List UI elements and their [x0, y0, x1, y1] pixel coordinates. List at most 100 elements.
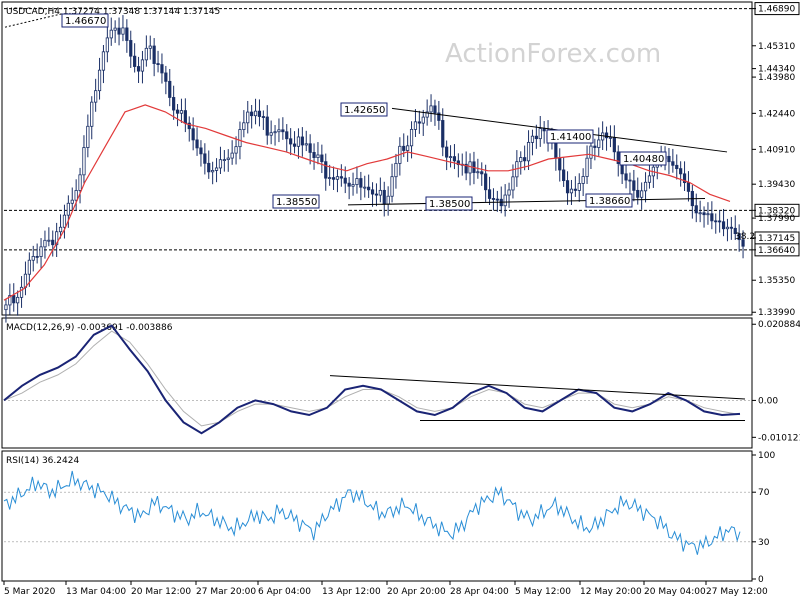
- candle-body: [558, 157, 562, 171]
- candle-body: [156, 63, 160, 66]
- candle-body: [62, 214, 67, 228]
- candle-body: [207, 162, 211, 173]
- candle-body: [234, 146, 238, 154]
- candle-body: [390, 176, 394, 197]
- price-header: USDCAD,H4 1.37274 1.37348 1.37144 1.3714…: [6, 7, 220, 17]
- candle-body: [437, 112, 441, 121]
- candle-body: [289, 138, 293, 145]
- moving-average-line: [3, 104, 731, 301]
- rsi-tick-label: 100: [758, 451, 775, 461]
- support-trendline: [347, 198, 706, 206]
- candle-body: [452, 156, 457, 162]
- x-tick-label: 27 Mar 20:00: [196, 587, 256, 597]
- candle-body: [273, 131, 277, 134]
- candle-body: [300, 136, 304, 146]
- candle-body: [129, 40, 133, 57]
- candle-body: [351, 184, 355, 187]
- candle-body: [136, 66, 141, 72]
- candle-body: [257, 110, 262, 117]
- rsi-panel: [1, 450, 753, 582]
- candle-body: [331, 177, 336, 180]
- candle-body: [164, 72, 168, 82]
- candle-body: [35, 255, 39, 258]
- annotation-text: 1.38550: [276, 197, 317, 208]
- rsi-tick-label: 0: [758, 575, 764, 585]
- candle-body: [94, 90, 98, 103]
- candle-body: [324, 161, 328, 179]
- candle-body: [433, 105, 437, 114]
- candle-body: [367, 186, 371, 191]
- candle-body: [406, 145, 410, 151]
- candle-body: [265, 116, 269, 136]
- candle-body: [702, 212, 706, 216]
- candle-body: [577, 183, 581, 191]
- candle-body: [16, 296, 20, 304]
- candle-body: [117, 27, 121, 35]
- candle-body: [140, 59, 145, 72]
- candle-body: [211, 170, 215, 173]
- candle-body: [565, 180, 570, 194]
- candle-body: [679, 168, 683, 175]
- macd-tick-label: 0.00: [758, 396, 778, 406]
- candle-body: [647, 175, 652, 183]
- candle-body: [667, 155, 671, 163]
- candle-body: [581, 176, 585, 184]
- annotation-text: 1.38660: [589, 196, 630, 207]
- candle-body: [526, 141, 531, 162]
- candle-body: [316, 154, 320, 158]
- rsi-header: RSI(14) 36.2424: [6, 456, 79, 466]
- rsi-line: [3, 470, 741, 555]
- candle-body: [593, 145, 597, 148]
- annotation-box: [340, 102, 388, 117]
- candle-body: [417, 121, 421, 124]
- candle-body: [113, 27, 117, 31]
- x-tick-label: 5 Mar 2020: [4, 587, 56, 597]
- candle-body: [628, 179, 632, 182]
- candle-body: [4, 304, 8, 311]
- candle-body: [573, 188, 577, 191]
- candle-body: [378, 189, 382, 196]
- candle-body: [339, 176, 343, 179]
- x-tick-label: 20 Apr 20:00: [387, 587, 446, 597]
- candle-body: [328, 177, 332, 179]
- candle-body: [402, 145, 406, 151]
- macd-header: MACD(12,26,9) -0.003691 -0.003886: [6, 323, 173, 333]
- candle-body: [31, 255, 35, 261]
- price-annotation: 1.40480: [619, 151, 667, 166]
- candle-body: [277, 129, 281, 133]
- candle-body: [542, 128, 546, 132]
- candle-body: [534, 135, 538, 140]
- candle-body: [698, 212, 702, 215]
- candle-body: [19, 286, 24, 298]
- candle-body: [710, 213, 714, 222]
- candle-body: [320, 154, 324, 163]
- candle-body: [737, 233, 741, 241]
- candle-body: [503, 194, 507, 207]
- candle-body: [27, 259, 31, 275]
- annotation-text: 1.46670: [65, 16, 106, 27]
- candle-body: [682, 173, 687, 184]
- candle-body: [355, 178, 359, 185]
- candle-body: [187, 122, 191, 130]
- candle-body: [175, 109, 180, 114]
- candle-body: [226, 157, 230, 160]
- candle-body: [238, 129, 242, 148]
- price-tick-label: 1.46890: [758, 5, 795, 15]
- candle-body: [476, 171, 480, 174]
- candle-body: [519, 157, 523, 163]
- annotation-box: [61, 13, 109, 28]
- candle-body: [370, 189, 375, 195]
- candle-body: [456, 160, 460, 166]
- candle-body: [721, 221, 726, 230]
- macd-tick-label: -0.010121: [758, 433, 800, 443]
- candle-body: [152, 45, 156, 64]
- candle-body: [312, 152, 316, 158]
- candle-body: [246, 111, 250, 124]
- price-tick-label: 1.44340: [758, 65, 795, 75]
- candle-body: [507, 189, 511, 196]
- x-tick-label: 5 May 12:00: [515, 587, 571, 597]
- candle-body: [172, 97, 176, 111]
- price-tick-label: 1.38320: [758, 206, 795, 216]
- price-tick-label: 1.36640: [758, 246, 795, 256]
- candle-body: [441, 120, 445, 148]
